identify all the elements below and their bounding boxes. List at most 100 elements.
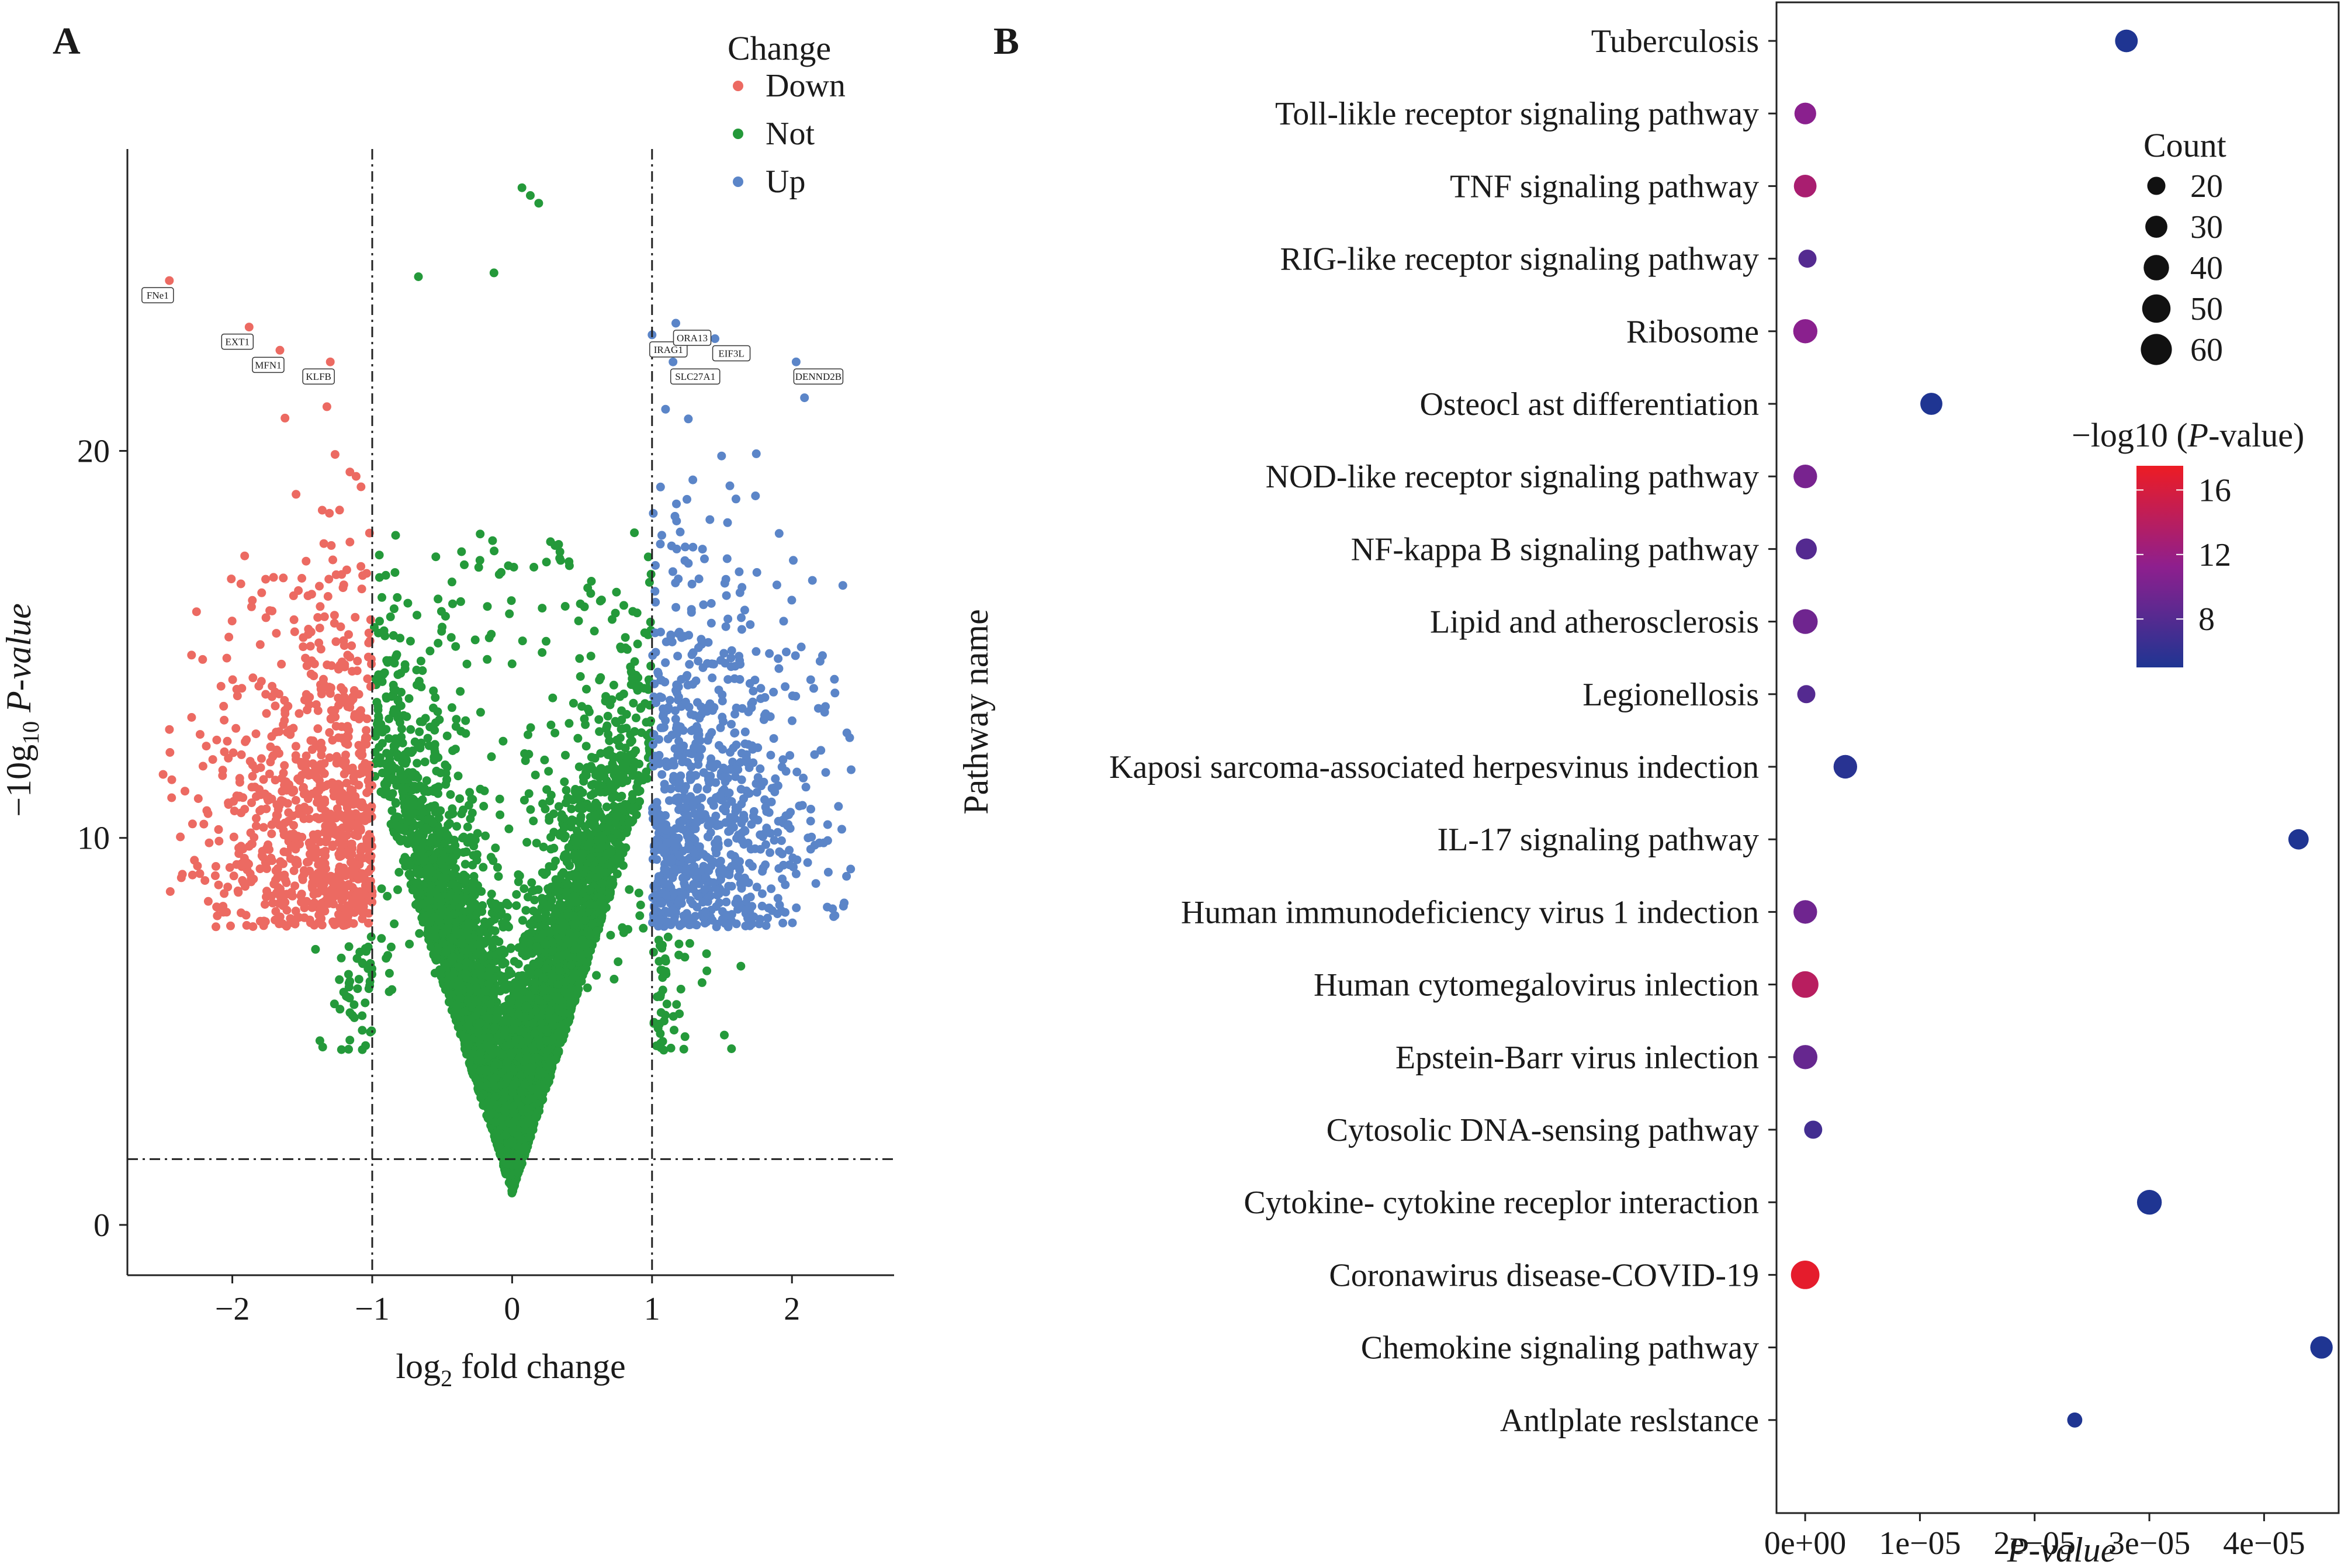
volcano-point-not [363, 942, 373, 951]
volcano-point-not [438, 873, 447, 882]
volcano-point-not [344, 1044, 353, 1054]
volcano-point-not [420, 757, 430, 767]
volcano-point-not [392, 652, 400, 661]
volcano-point-not [504, 970, 514, 979]
volcano-point-not [539, 842, 548, 852]
volcano-point-not [413, 759, 422, 768]
volcano-point-not [679, 1044, 688, 1054]
volcano-point-not [366, 959, 375, 968]
volcano-point-not [608, 793, 617, 802]
volcano-point-not [573, 733, 583, 743]
volcano-point-not [520, 884, 529, 894]
volcano-point-not [478, 901, 487, 910]
volcano-point-not [345, 1036, 355, 1045]
volcano-point-not [676, 985, 685, 994]
volcano-point-not [445, 998, 454, 1007]
volcano-point-not [476, 1093, 486, 1102]
volcano-point-not [444, 821, 453, 830]
volcano-point-not [544, 767, 553, 776]
volcano-point-not [649, 947, 658, 957]
volcano-point-not [609, 753, 618, 763]
volcano-point-not [527, 928, 536, 937]
volcano-point-not [402, 712, 411, 721]
volcano-point-not [562, 887, 571, 897]
volcano-point-not [373, 702, 383, 711]
volcano-point-not [621, 633, 630, 642]
volcano-point-not [479, 802, 489, 811]
volcano-point-not [453, 771, 463, 781]
volcano-point-not [380, 780, 389, 789]
volcano-point-not [530, 895, 539, 905]
volcano-point-not [643, 774, 652, 783]
volcano-point-not [566, 992, 575, 1002]
volcano-point-not [574, 762, 584, 771]
volcano-point-not [656, 990, 665, 999]
volcano-point-not [366, 932, 376, 942]
volcano-point-not [477, 926, 486, 935]
volcano-point-not [490, 935, 500, 944]
volcano-point-not [582, 684, 591, 694]
volcano-point-not [605, 888, 614, 898]
volcano-point-not [546, 844, 556, 854]
volcano-point-not [586, 791, 595, 800]
volcano-point-not [608, 879, 617, 888]
volcano-point-not [559, 853, 569, 862]
volcano-point-not [374, 713, 383, 722]
volcano-point-not [527, 878, 536, 887]
volcano-point-not [603, 823, 612, 832]
volcano-point-not [629, 698, 638, 708]
volcano-point-not [546, 833, 555, 842]
volcano-point-not [397, 732, 406, 742]
volcano-point-not [529, 906, 538, 916]
volcano-point-not [654, 957, 664, 966]
volcano-point-not [659, 1046, 669, 1055]
volcano-point-not [503, 913, 512, 922]
volcano-point-not [455, 794, 465, 804]
volcano-point-not [358, 1026, 367, 1035]
volcano-point-not [410, 852, 420, 861]
volcano-point-not [422, 776, 431, 785]
volcano-point-not [404, 694, 414, 703]
volcano-points [158, 183, 856, 1197]
volcano-point-not [563, 880, 573, 889]
volcano-point-not [510, 1179, 519, 1188]
volcano-point-not [497, 1050, 507, 1059]
volcano-point-not [581, 720, 590, 729]
volcano-point-not [344, 942, 354, 951]
volcano-point-not [487, 889, 496, 899]
volcano-point-not [697, 978, 707, 987]
volcano-point-not [344, 970, 353, 979]
volcano-point-not [736, 961, 746, 971]
volcano-point-not [600, 815, 609, 824]
volcano-point-not [385, 734, 393, 743]
volcano-point-not [393, 670, 403, 679]
volcano-point-not [354, 975, 363, 984]
volcano-point-not [619, 689, 628, 698]
volcano-point-not [504, 1016, 513, 1025]
volcano-point-not [400, 660, 410, 669]
volcano-point-not [562, 785, 571, 795]
volcano-point-not [685, 939, 694, 948]
volcano-point-not [674, 939, 684, 949]
volcano-point-not [386, 612, 395, 621]
volcano-point-not [463, 1022, 473, 1030]
volcano-point-not [490, 1082, 500, 1091]
volcano-point-not [378, 739, 387, 748]
volcano-point-not [561, 750, 570, 760]
volcano-point-not [352, 954, 362, 963]
volcano-point-not [442, 731, 452, 740]
volcano-point-not [434, 753, 443, 762]
volcano-point-not [315, 1036, 324, 1046]
volcano-point-not [502, 898, 511, 908]
volcano-point-not [575, 863, 584, 872]
volcano-point-not [656, 1008, 666, 1017]
volcano-point-not [463, 822, 472, 832]
volcano-point-not [521, 906, 531, 915]
volcano-point-not [663, 932, 673, 942]
volcano-point-not [406, 870, 415, 879]
volcano-point-not [345, 994, 354, 1003]
volcano-point-not [646, 662, 656, 671]
volcano-point-not [596, 749, 605, 758]
